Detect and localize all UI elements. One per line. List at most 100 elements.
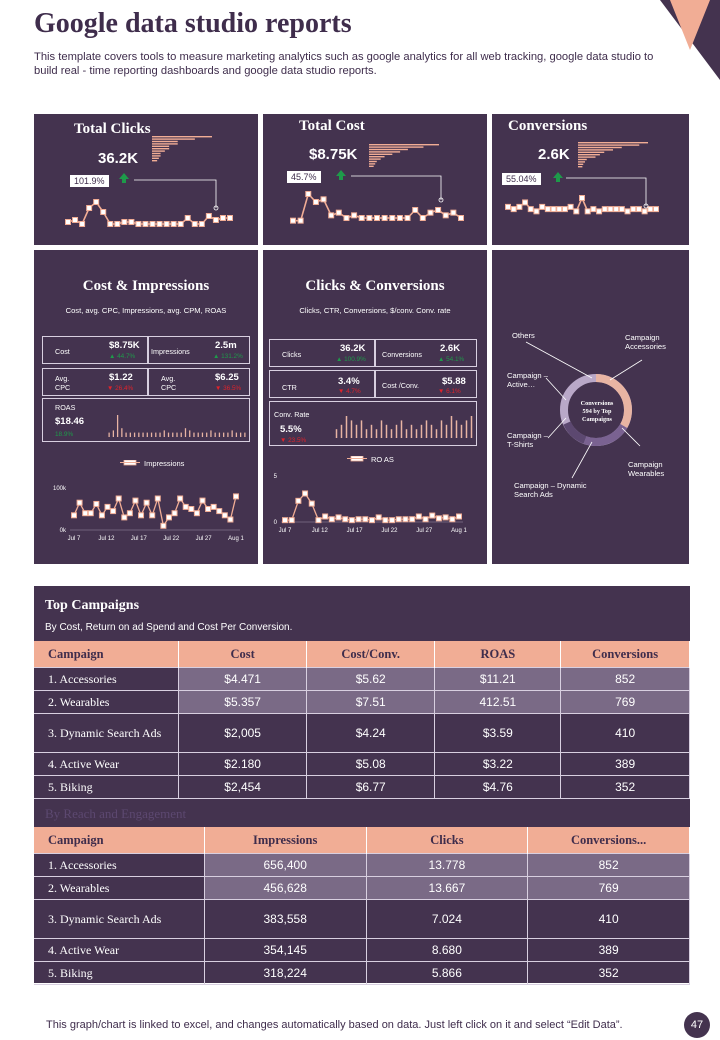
conv-rate-metric: Conv. Rate 5.5% ▼ 23.5% [269, 401, 477, 446]
sparkline-point [381, 215, 388, 221]
connector-dot [213, 205, 219, 211]
page-title: Google data studio reports [34, 8, 352, 39]
spark-bar [125, 432, 127, 437]
spark-bar [218, 432, 221, 437]
sparkline-point [149, 221, 156, 227]
sparkline-point [396, 215, 403, 221]
sparkline-point [219, 215, 226, 221]
connector-line [566, 177, 647, 206]
series-point [342, 516, 349, 523]
sparkline-point [550, 206, 557, 213]
series-point [193, 510, 200, 517]
spark-bar [450, 416, 453, 438]
metric-value: 2.5m [215, 340, 237, 351]
sparkline-point [177, 221, 184, 227]
series-point [328, 516, 335, 523]
y-tick-label: 100k [53, 486, 67, 492]
spark-bar [460, 424, 463, 438]
table-cell: 852 [560, 667, 690, 691]
series-point [442, 514, 449, 521]
table-cell: $3.59 [434, 713, 562, 753]
sparkline-point [522, 199, 529, 206]
spark-bar [116, 415, 119, 437]
kpi-sparkline-conversions [505, 142, 659, 215]
mini-bar [369, 165, 374, 167]
mini-bar [578, 144, 640, 146]
series-point [110, 508, 117, 515]
spark-bar [129, 432, 131, 437]
donut-slice-dynamic [563, 421, 587, 444]
series-point [104, 503, 111, 510]
kpi-panel-clicks: Total Clicks 36.2K 101.9% [34, 114, 258, 245]
spark-bar [370, 424, 373, 438]
series-point [369, 517, 375, 524]
series-point [295, 497, 302, 504]
sparkline-path [67, 200, 230, 226]
sparkline-point [184, 215, 191, 221]
conversions-donut-panel: Conversions 594 by Top Campaigns Others … [492, 250, 689, 564]
spark-bar [430, 424, 433, 438]
series-point [402, 516, 409, 523]
spark-bar [455, 420, 458, 438]
spark-bar [375, 429, 378, 438]
series-point [199, 497, 206, 504]
sparkline-point [312, 199, 319, 205]
series-point [308, 500, 315, 507]
mini-bar [369, 158, 381, 160]
kpi-panel-conversions: Conversions 2.6K 55.04% [492, 114, 689, 245]
series-point [216, 508, 223, 515]
kpi-change: 55.04% [502, 173, 541, 185]
sparkline-point [320, 196, 327, 203]
spark-bar [470, 416, 473, 438]
series-point [221, 512, 228, 519]
metric-delta: ▼ 4.7% [338, 388, 361, 395]
spark-bar [400, 420, 403, 438]
avg-cpm-metric: Avg. CPC $6.25 ▼ 36.5% [148, 368, 250, 396]
series-point [355, 516, 362, 523]
table-cell: 352 [560, 775, 690, 799]
sparkline-point [290, 217, 296, 224]
spark-bar [420, 424, 423, 438]
sparkline-point [170, 221, 177, 227]
sparkline-point [653, 206, 659, 213]
col-header: Clicks [366, 827, 529, 854]
table-cell: 410 [527, 899, 690, 939]
table-row: 3. Dynamic Search Ads 383,558 7.024 410 [34, 899, 690, 939]
kpi-title: Conversions [508, 118, 588, 134]
x-tick-label: Jul 22 [163, 536, 180, 542]
series-point [132, 497, 139, 504]
x-tick-label: Aug 1 [228, 536, 244, 542]
x-tick-label: Jul 27 [196, 536, 213, 542]
table-cell: 8.680 [365, 938, 529, 962]
sparkline-point [556, 206, 563, 213]
mini-bar [578, 158, 587, 161]
donut-center-label: Conversions 594 by Top Campaigns [580, 400, 614, 423]
col-header: Campaign [34, 641, 180, 668]
sparkline-point [505, 203, 511, 210]
donut-slice-wearables [583, 423, 628, 446]
kpi-title: Total Cost [299, 118, 365, 134]
table-cell: 5. Biking [34, 961, 205, 985]
metric-value: 5.5% [280, 424, 302, 435]
mini-bar [369, 151, 401, 153]
up-arrow-icon [336, 170, 346, 180]
table-cell: $4.24 [305, 713, 436, 753]
spark-bar [189, 430, 191, 437]
table-cell: 769 [560, 690, 690, 714]
mini-bar [369, 163, 376, 165]
sparkline-point [107, 221, 114, 227]
mini-bar [578, 161, 585, 163]
series-point [177, 495, 184, 502]
table-cell: 389 [527, 938, 690, 962]
mini-bar [369, 144, 439, 146]
table-cell: 656,400 [203, 853, 367, 877]
mini-bar [152, 140, 178, 143]
series-point [375, 514, 382, 521]
ctr-metric: CTR 3.4% ▼ 4.7% [269, 370, 375, 398]
kpi-value: $8.75K [309, 146, 358, 163]
sparkline-point [596, 208, 603, 215]
metric-label: ROAS [55, 403, 76, 412]
series-point [233, 493, 239, 500]
kpi-sparkline-clicks [65, 136, 233, 227]
footer-note: This graph/chart is linked to excel, and… [46, 1019, 623, 1031]
